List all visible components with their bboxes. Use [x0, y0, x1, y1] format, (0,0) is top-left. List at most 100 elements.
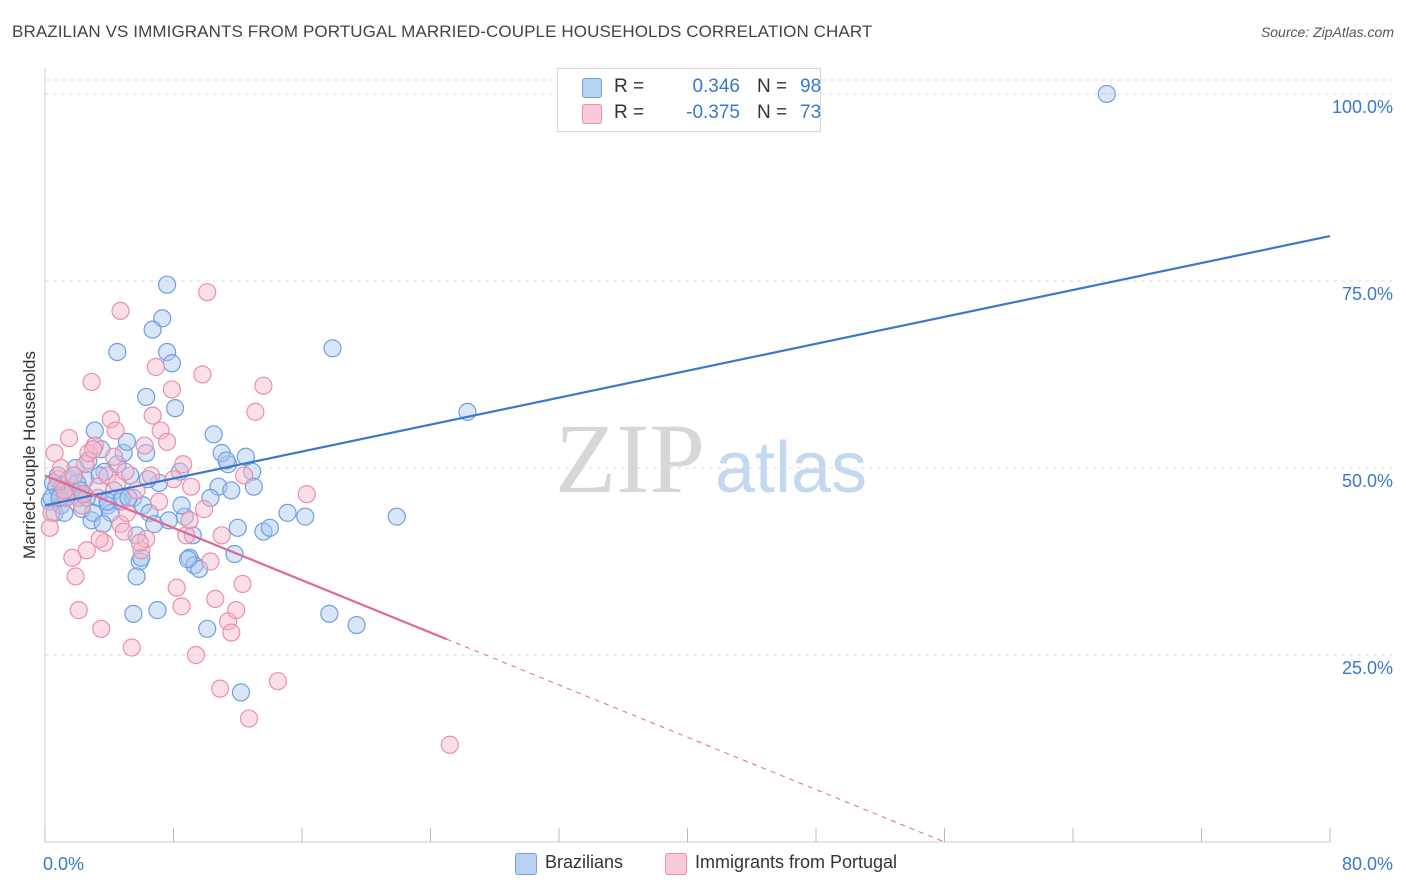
point-portugal — [76, 455, 95, 474]
point-brazilian — [198, 619, 217, 638]
point-portugal — [66, 567, 85, 586]
point-brazilian — [204, 425, 223, 444]
point-portugal — [101, 410, 120, 429]
point-portugal — [98, 466, 117, 485]
point-brazilian — [228, 518, 247, 537]
point-portugal — [440, 735, 459, 754]
point-portugal — [194, 500, 214, 519]
y-axis-title: Married-couple Households — [20, 351, 39, 559]
x-tick-label: 0.0% — [43, 854, 84, 874]
watermark-zip: ZIP — [555, 403, 705, 514]
point-portugal — [227, 601, 246, 620]
legend-swatch-pink — [665, 853, 687, 875]
point-portugal — [254, 376, 273, 395]
point-brazilian — [127, 567, 146, 586]
point-brazilian — [172, 496, 191, 515]
point-portugal — [167, 578, 186, 597]
point-portugal — [297, 485, 316, 504]
point-portugal — [222, 623, 241, 642]
point-portugal — [82, 372, 101, 392]
legend-r-value: -0.375 — [686, 102, 740, 123]
point-portugal — [69, 601, 88, 620]
points-layer — [40, 84, 1116, 754]
point-portugal — [180, 511, 199, 530]
point-portugal — [135, 436, 154, 455]
point-brazilian — [82, 511, 101, 530]
point-brazilian — [278, 503, 297, 522]
point-brazilian — [296, 507, 315, 526]
legend-n-value: 73 — [800, 102, 822, 123]
x-tick-label: 80.0% — [1342, 854, 1393, 874]
y-tick-label: 100.0% — [1332, 97, 1393, 117]
point-brazilian — [148, 601, 167, 620]
chart-title: BRAZILIAN VS IMMIGRANTS FROM PORTUGAL MA… — [12, 22, 873, 41]
point-brazilian — [260, 518, 279, 537]
legend-r-value: 0.346 — [692, 76, 740, 97]
point-brazilian — [108, 342, 127, 362]
axes-layer — [44, 68, 1331, 843]
point-portugal — [104, 447, 124, 466]
point-portugal — [235, 466, 254, 485]
point-brazilian — [157, 275, 177, 294]
point-brazilian — [124, 604, 143, 623]
point-portugal — [90, 529, 109, 549]
point-portugal — [59, 428, 79, 448]
point-brazilian — [85, 421, 104, 440]
point-portugal — [77, 541, 96, 560]
y-tick-label: 25.0% — [1342, 658, 1393, 678]
y-tick-label: 75.0% — [1342, 284, 1393, 304]
correlation-legend: R = 0.346 N = 98 R = -0.375 N = 73 — [557, 68, 821, 132]
point-brazilian — [93, 514, 112, 534]
point-portugal — [106, 421, 125, 440]
point-portugal — [182, 477, 201, 496]
point-brazilian — [132, 548, 151, 567]
point-portugal — [122, 638, 141, 657]
point-portugal — [84, 440, 103, 459]
point-brazilian — [114, 443, 133, 463]
watermark-atlas: atlas — [715, 428, 867, 508]
point-brazilian — [178, 550, 198, 569]
trendline-brazilians — [44, 235, 1331, 507]
trend-layer — [44, 235, 1331, 843]
point-brazilian — [137, 387, 156, 407]
point-portugal — [130, 533, 149, 552]
legend-label: Immigrants from Portugal — [695, 852, 898, 872]
point-portugal — [174, 455, 193, 474]
point-portugal — [193, 365, 212, 384]
legend-n-label: N = — [757, 102, 788, 123]
point-portugal — [45, 443, 64, 463]
point-brazilian — [1097, 84, 1116, 104]
legend-swatch-pink — [582, 104, 602, 124]
point-brazilian — [201, 488, 220, 508]
point-brazilian — [117, 432, 137, 451]
legend-r-label: R = — [614, 102, 645, 123]
legend-swatch-blue — [515, 853, 537, 875]
point-brazilian — [166, 399, 185, 418]
point-portugal — [239, 709, 259, 728]
point-brazilian — [347, 615, 366, 635]
legend-r-label: R = — [614, 76, 645, 97]
point-portugal — [162, 380, 181, 399]
point-brazilian — [387, 507, 406, 526]
point-portugal — [268, 672, 288, 691]
point-portugal — [114, 522, 133, 541]
chart-source: Source: ZipAtlas.com — [1260, 24, 1394, 40]
labels-layer: 25.0% 50.0% 75.0% 100.0% 0.0% 80.0% — [43, 97, 1393, 874]
point-brazilian — [217, 451, 236, 470]
legend-label: Brazilians — [545, 852, 624, 872]
point-brazilian — [162, 354, 181, 373]
legend-swatch-blue — [582, 78, 602, 98]
grid-layer — [45, 79, 1392, 656]
point-brazilian — [231, 683, 251, 702]
point-portugal — [198, 283, 217, 302]
point-portugal — [146, 357, 165, 377]
point-portugal — [42, 503, 61, 522]
point-brazilian — [320, 604, 339, 623]
point-portugal — [151, 421, 170, 440]
point-portugal — [63, 548, 82, 567]
point-portugal — [64, 466, 84, 485]
trendline-portugal-extension — [446, 638, 945, 843]
point-portugal — [157, 432, 177, 451]
legend-n-label: N = — [757, 76, 788, 97]
